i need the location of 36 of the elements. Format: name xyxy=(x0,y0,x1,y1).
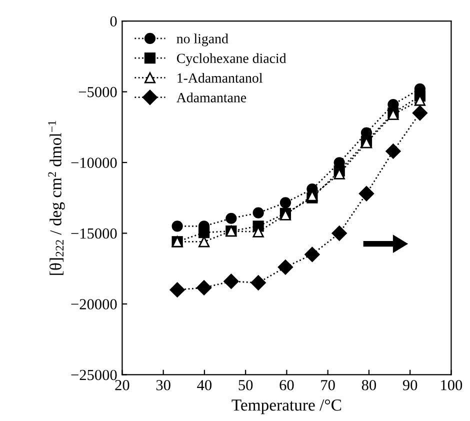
x-tick-label: 80 xyxy=(362,380,376,390)
y-tick-label: 0 xyxy=(110,16,117,26)
point xyxy=(278,260,294,275)
point xyxy=(170,282,185,298)
x-axis-title: Temperature /°C xyxy=(232,399,342,414)
x-tick-label: 50 xyxy=(238,380,253,390)
legend-label: no ligand xyxy=(176,34,228,46)
point xyxy=(412,105,428,121)
point xyxy=(332,226,347,241)
point xyxy=(172,220,183,232)
point xyxy=(358,186,374,202)
x-tick-label: 30 xyxy=(156,380,170,390)
x-tick-label: 100 xyxy=(441,380,462,390)
legend-label: 1-Adamantanol xyxy=(178,72,262,83)
x-tick-label: 90 xyxy=(402,380,418,390)
y-tick-label: −15000 xyxy=(71,228,117,239)
y-axis-title: [θ]$_{222}$ / deg cm$^{2}$ dmol$^{−1}$ xyxy=(48,120,65,275)
point xyxy=(198,226,210,238)
x-tick-label: 70 xyxy=(321,380,335,390)
point xyxy=(226,212,237,224)
y-tick-label: −5000 xyxy=(78,86,117,98)
point xyxy=(386,144,401,159)
y-tick-label: −10000 xyxy=(71,158,117,168)
legend-label: Adamantane xyxy=(176,92,246,102)
point xyxy=(196,280,212,296)
point xyxy=(304,246,320,262)
point xyxy=(280,197,292,208)
x-tick-label: 60 xyxy=(280,380,294,390)
x-tick-label: 20 xyxy=(115,380,130,390)
legend-label: Cyclohexane diacid xyxy=(176,53,286,66)
y-tick-label: −25000 xyxy=(71,370,117,380)
point xyxy=(250,275,266,290)
point xyxy=(224,274,239,289)
point xyxy=(252,207,264,218)
x-tick-label: 40 xyxy=(197,380,212,390)
y-tick-label: −20000 xyxy=(71,299,117,310)
